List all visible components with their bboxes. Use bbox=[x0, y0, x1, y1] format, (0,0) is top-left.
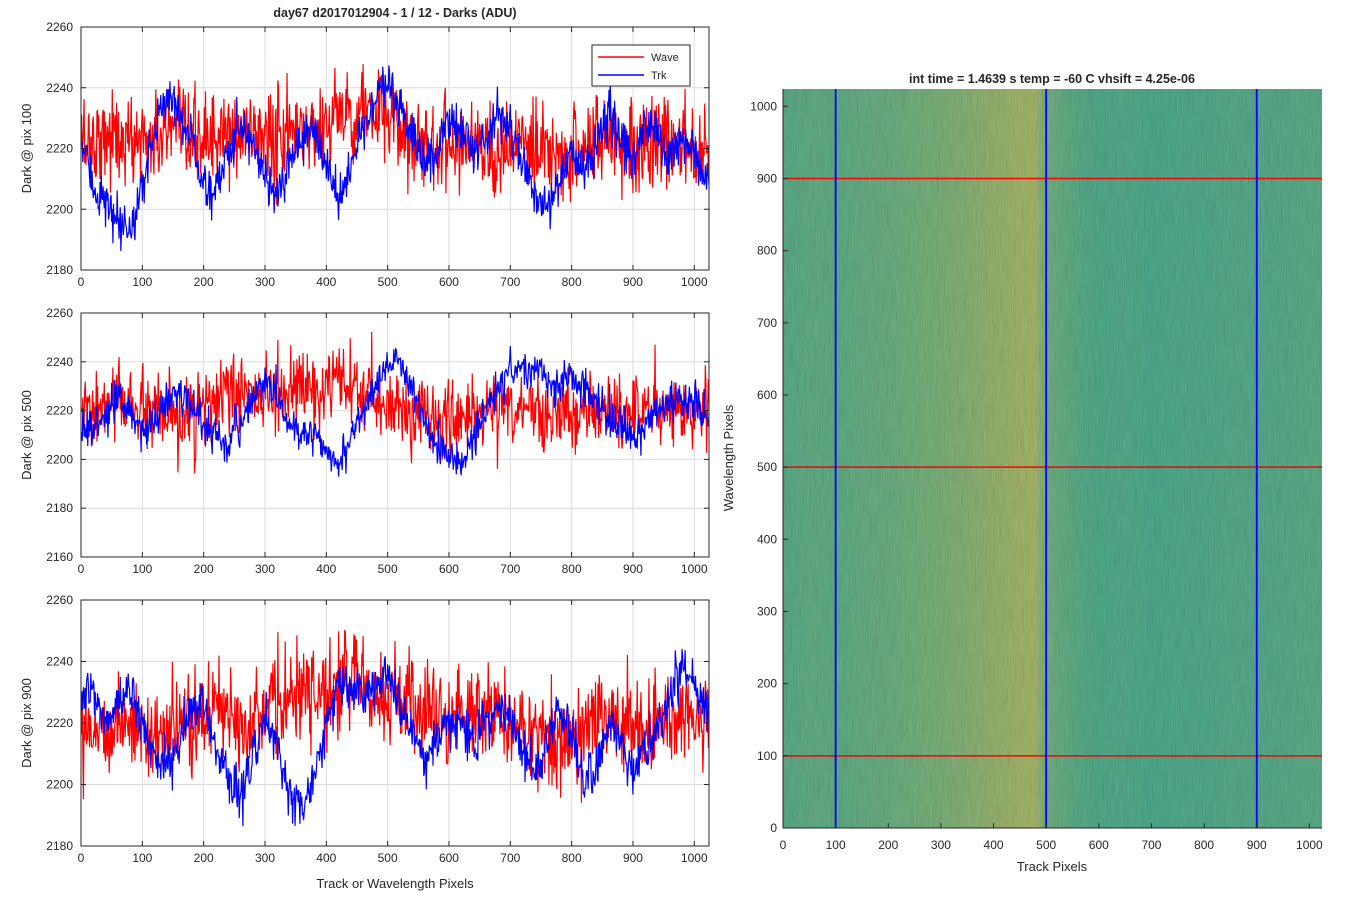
y-tick-label: 2200 bbox=[46, 202, 73, 216]
heatmap-y-tick-label: 400 bbox=[757, 532, 777, 546]
heatmap-y-tick-label: 500 bbox=[757, 460, 777, 474]
x-tick-label: 1000 bbox=[681, 275, 708, 289]
x-tick-label: 100 bbox=[132, 851, 152, 865]
y-axis-title: Dark @ pix 100 bbox=[19, 104, 34, 194]
heatmap-x-tick-label: 300 bbox=[931, 838, 951, 852]
heatmap-x-tick-label: 600 bbox=[1089, 838, 1109, 852]
dark-pix-900-chart: 0 100 200 300 400 500 600 700 800 900 1000 2180 2200… bbox=[19, 593, 710, 891]
x-tick-label: 300 bbox=[255, 275, 275, 289]
x-tick-label: 1000 bbox=[681, 851, 708, 865]
x-tick-label: 400 bbox=[316, 275, 336, 289]
legend-label-trk: Trk bbox=[651, 70, 667, 82]
series-line-trk bbox=[81, 65, 709, 252]
x-tick-label: 300 bbox=[255, 562, 275, 576]
x-tick-label: 200 bbox=[194, 562, 214, 576]
y-tick-label: 2240 bbox=[46, 655, 73, 669]
series-line-trk bbox=[81, 648, 709, 827]
legend-box bbox=[591, 44, 691, 87]
series-line-trk bbox=[81, 345, 709, 477]
heatmap-x-tick-label: 200 bbox=[878, 838, 898, 852]
x-tick-label: 800 bbox=[562, 562, 582, 576]
x-tick-label: 500 bbox=[378, 851, 398, 865]
heatmap-y-axis-title: Wavelength Pixels bbox=[721, 404, 736, 511]
x-tick-label: 600 bbox=[439, 562, 459, 576]
y-tick-label: 2180 bbox=[46, 501, 73, 515]
heatmap-image bbox=[783, 89, 1322, 828]
heatmap-x-tick-label: 900 bbox=[1247, 838, 1267, 852]
legend-label-wave: Wave bbox=[651, 52, 679, 64]
heatmap-y-tick-label: 700 bbox=[757, 316, 777, 330]
y-tick-label: 2220 bbox=[46, 716, 73, 730]
heatmap-x-axis-title: Track Pixels bbox=[1017, 859, 1088, 874]
y-tick-label: 2160 bbox=[46, 550, 73, 564]
y-tick-label: 2180 bbox=[46, 839, 73, 853]
x-tick-label: 0 bbox=[78, 851, 85, 865]
y-tick-label: 2240 bbox=[46, 81, 73, 95]
heatmap-y-tick-label: 0 bbox=[770, 821, 777, 835]
y-tick-label: 2240 bbox=[46, 355, 73, 369]
dark-pix-500-chart: 0 100 200 300 400 500 600 700 800 900 1000 2160 2180… bbox=[19, 306, 710, 576]
x-axis-title: Track or Wavelength Pixels bbox=[316, 876, 474, 891]
x-tick-label: 0 bbox=[78, 275, 85, 289]
x-tick-label: 200 bbox=[194, 851, 214, 865]
heatmap-y-tick-label: 600 bbox=[757, 388, 777, 402]
heatmap-y-tick-label: 300 bbox=[757, 604, 777, 618]
y-tick-label: 2200 bbox=[46, 452, 73, 466]
heatmap-x-tick-label: 100 bbox=[826, 838, 846, 852]
x-tick-label: 700 bbox=[500, 562, 520, 576]
y-tick-label: 2260 bbox=[46, 593, 73, 607]
heatmap-y-tick-label: 800 bbox=[757, 244, 777, 258]
legend: Wave Trk bbox=[591, 44, 691, 87]
y-axis-title: Dark @ pix 900 bbox=[19, 678, 34, 768]
x-tick-label: 500 bbox=[378, 275, 398, 289]
heatmap-y-tick-label: 100 bbox=[757, 749, 777, 763]
x-tick-label: 600 bbox=[439, 275, 459, 289]
x-tick-label: 900 bbox=[623, 275, 643, 289]
heatmap-x-tick-label: 700 bbox=[1141, 838, 1161, 852]
y-tick-label: 2260 bbox=[46, 306, 73, 320]
heatmap-x-tick-label: 0 bbox=[780, 838, 787, 852]
y-tick-label: 2220 bbox=[46, 142, 73, 156]
x-tick-label: 600 bbox=[439, 851, 459, 865]
x-tick-label: 700 bbox=[500, 275, 520, 289]
axes-box bbox=[80, 312, 710, 558]
x-tick-label: 700 bbox=[500, 851, 520, 865]
x-tick-label: 800 bbox=[562, 851, 582, 865]
x-tick-label: 200 bbox=[194, 275, 214, 289]
x-tick-label: 800 bbox=[562, 275, 582, 289]
x-tick-label: 900 bbox=[623, 562, 643, 576]
x-tick-label: 1000 bbox=[681, 562, 708, 576]
x-tick-label: 100 bbox=[132, 562, 152, 576]
heatmap-y-tick-label: 900 bbox=[757, 171, 777, 185]
figure-title: day67 d2017012904 - 1 / 12 - Darks (ADU) bbox=[273, 6, 516, 20]
x-tick-label: 300 bbox=[255, 851, 275, 865]
heatmap-x-tick-label: 1000 bbox=[1296, 838, 1323, 852]
y-tick-label: 2260 bbox=[46, 20, 73, 34]
y-axis-title: Dark @ pix 500 bbox=[19, 390, 34, 480]
x-tick-label: 400 bbox=[316, 851, 336, 865]
heatmap-x-tick-label: 800 bbox=[1194, 838, 1214, 852]
heatmap-y-tick-label: 1000 bbox=[750, 99, 777, 113]
x-tick-label: 100 bbox=[132, 275, 152, 289]
y-tick-label: 2200 bbox=[46, 778, 73, 792]
heatmap-x-tick-label: 400 bbox=[984, 838, 1004, 852]
heatmap-y-tick-label: 200 bbox=[757, 677, 777, 691]
x-tick-label: 0 bbox=[78, 562, 85, 576]
y-tick-label: 2180 bbox=[46, 263, 73, 277]
x-tick-label: 900 bbox=[623, 851, 643, 865]
y-tick-label: 2220 bbox=[46, 404, 73, 418]
heatmap-title: int time = 1.4639 s temp = -60 C vhsift … bbox=[909, 72, 1195, 86]
x-tick-label: 400 bbox=[316, 562, 336, 576]
dark-image-chart: int time = 1.4639 s temp = -60 C vhsift … bbox=[721, 72, 1323, 874]
x-tick-label: 500 bbox=[378, 562, 398, 576]
heatmap-x-tick-label: 500 bbox=[1036, 838, 1056, 852]
